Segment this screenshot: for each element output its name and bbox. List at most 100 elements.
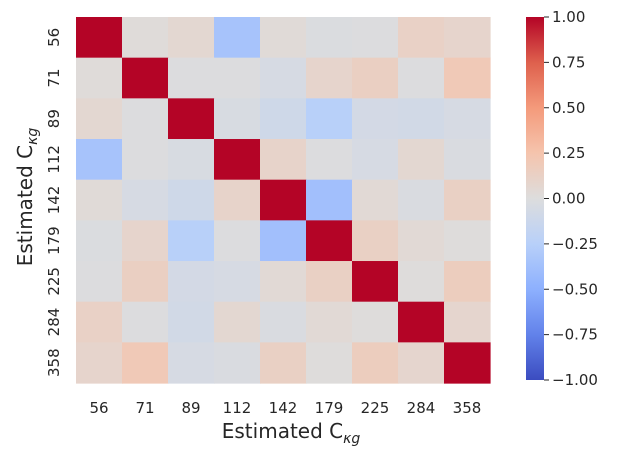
y-tick-label: 112	[45, 145, 63, 174]
x-tick-label: 142	[269, 399, 298, 417]
heatmap-cell-r284-c112	[214, 301, 261, 343]
heatmap-cell-r142-c71	[122, 179, 169, 221]
heatmap-cell-r112-c112	[214, 139, 261, 181]
heatmap-cell-r225-c179	[306, 261, 353, 303]
x-tick-label: 89	[181, 399, 200, 417]
heatmap-cell-r358-c71	[122, 342, 169, 384]
colorbar: 1.00 0.75 0.50 0.25 0.00 −0.25 −0.50 −0.75 −1.00	[526, 8, 598, 389]
heatmap-cell-r89-c142	[260, 98, 307, 140]
colorbar-tick-label: −1.00	[552, 371, 598, 389]
colorbar-gradient	[526, 17, 544, 380]
heatmap-cell-r112-c225	[352, 139, 399, 181]
heatmap-cell-r112-c284	[398, 139, 445, 181]
heatmap-cell-r179-c358	[444, 220, 491, 262]
heatmap-cell-r56-c71	[122, 17, 169, 59]
heatmap-cell-r358-c225	[352, 342, 399, 384]
heatmap-cell-r56-c284	[398, 17, 445, 59]
heatmap-cell-r71-c358	[444, 57, 491, 99]
heatmap-cell-r56-c142	[260, 17, 307, 59]
heatmap-cell-r225-c358	[444, 261, 491, 303]
colorbar-tick-label: 0.00	[552, 190, 585, 208]
heatmap-cell-r284-c225	[352, 301, 399, 343]
heatmap-cell-r112-c358	[444, 139, 491, 181]
heatmap-cell-r225-c56	[76, 261, 123, 303]
heatmap-cell-r284-c56	[76, 301, 123, 343]
heatmap-cell-r225-c284	[398, 261, 445, 303]
x-tick-label: 358	[453, 399, 482, 417]
heatmap-cell-r71-c89	[168, 57, 215, 99]
heatmap-cell-r142-c179	[306, 179, 353, 221]
heatmap-cell-r89-c89	[168, 98, 215, 140]
heatmap-cell-r89-c71	[122, 98, 169, 140]
heatmap-cell-r358-c358	[444, 342, 491, 384]
x-axis-label-subscript: κg	[343, 431, 360, 447]
heatmap-cell-r225-c71	[122, 261, 169, 303]
heatmap-cell-r56-c112	[214, 17, 261, 59]
heatmap-cell-r179-c142	[260, 220, 307, 262]
heatmap-cell-r179-c284	[398, 220, 445, 262]
heatmap-cell-r179-c112	[214, 220, 261, 262]
heatmap-cell-r358-c56	[76, 342, 123, 384]
colorbar-tick-label: −0.25	[552, 235, 598, 253]
heatmap-cell-r71-c142	[260, 57, 307, 99]
heatmap-cell-r179-c225	[352, 220, 399, 262]
heatmap-cell-r284-c89	[168, 301, 215, 343]
heatmap-cell-r56-c179	[306, 17, 353, 59]
colorbar-tick-label: 0.75	[552, 53, 585, 71]
heatmap-cell-r284-c358	[444, 301, 491, 343]
y-axis-label-subscript: κg	[25, 128, 41, 145]
x-tick-labels: 56 71 89 112 142 179 225 284 358	[89, 399, 481, 417]
heatmap-cell-r179-c56	[76, 220, 123, 262]
colorbar-tick-label: −0.75	[552, 326, 598, 344]
heatmap-cell-r89-c284	[398, 98, 445, 140]
heatmap-cell-r225-c112	[214, 261, 261, 303]
heatmap-cell-r71-c225	[352, 57, 399, 99]
heatmap-cell-r71-c112	[214, 57, 261, 99]
heatmap-cell-r225-c225	[352, 261, 399, 303]
y-tick-label: 284	[45, 308, 63, 337]
heatmap-cell-r71-c179	[306, 57, 353, 99]
y-tick-label: 142	[45, 186, 63, 215]
heatmap-cell-r89-c225	[352, 98, 399, 140]
y-tick-label: 71	[45, 68, 63, 87]
heatmap-cell-r142-c56	[76, 179, 123, 221]
colorbar-tick-label: 0.25	[552, 144, 585, 162]
heatmap-cell-r112-c56	[76, 139, 123, 181]
x-axis-label: Estimated Cκg	[222, 419, 361, 447]
x-tick-label: 284	[407, 399, 436, 417]
heatmap-cell-r56-c358	[444, 17, 491, 59]
x-tick-label: 112	[223, 399, 252, 417]
heatmap-cell-r179-c179	[306, 220, 353, 262]
heatmap-cell-r56-c225	[352, 17, 399, 59]
heatmap-cell-r142-c284	[398, 179, 445, 221]
heatmap-cells	[76, 17, 491, 384]
y-tick-labels: 56 71 89 112 142 179 225 284 358	[45, 28, 63, 377]
y-tick-label: 56	[45, 28, 63, 47]
heatmap-cell-r142-c225	[352, 179, 399, 221]
heatmap-cell-r284-c284	[398, 301, 445, 343]
x-tick-label: 71	[135, 399, 154, 417]
heatmap-cell-r71-c56	[76, 57, 123, 99]
heatmap-cell-r71-c71	[122, 57, 169, 99]
heatmap-cell-r71-c284	[398, 57, 445, 99]
heatmap-cell-r225-c142	[260, 261, 307, 303]
y-tick-label: 358	[45, 348, 63, 377]
heatmap-cell-r358-c142	[260, 342, 307, 384]
heatmap-cell-r225-c89	[168, 261, 215, 303]
heatmap-cell-r142-c142	[260, 179, 307, 221]
heatmap-cell-r179-c71	[122, 220, 169, 262]
heatmap-cell-r56-c56	[76, 17, 123, 59]
heatmap-cell-r358-c284	[398, 342, 445, 384]
y-tick-label: 179	[45, 226, 63, 255]
heatmap-cell-r284-c142	[260, 301, 307, 343]
heatmap-cell-r89-c112	[214, 98, 261, 140]
colorbar-tick-label: 1.00	[552, 8, 585, 26]
colorbar-tick-label: −0.50	[552, 280, 598, 298]
y-tick-label: 225	[45, 267, 63, 296]
heatmap-cell-r358-c89	[168, 342, 215, 384]
heatmap-cell-r142-c358	[444, 179, 491, 221]
heatmap-cell-r358-c179	[306, 342, 353, 384]
heatmap-cell-r89-c179	[306, 98, 353, 140]
